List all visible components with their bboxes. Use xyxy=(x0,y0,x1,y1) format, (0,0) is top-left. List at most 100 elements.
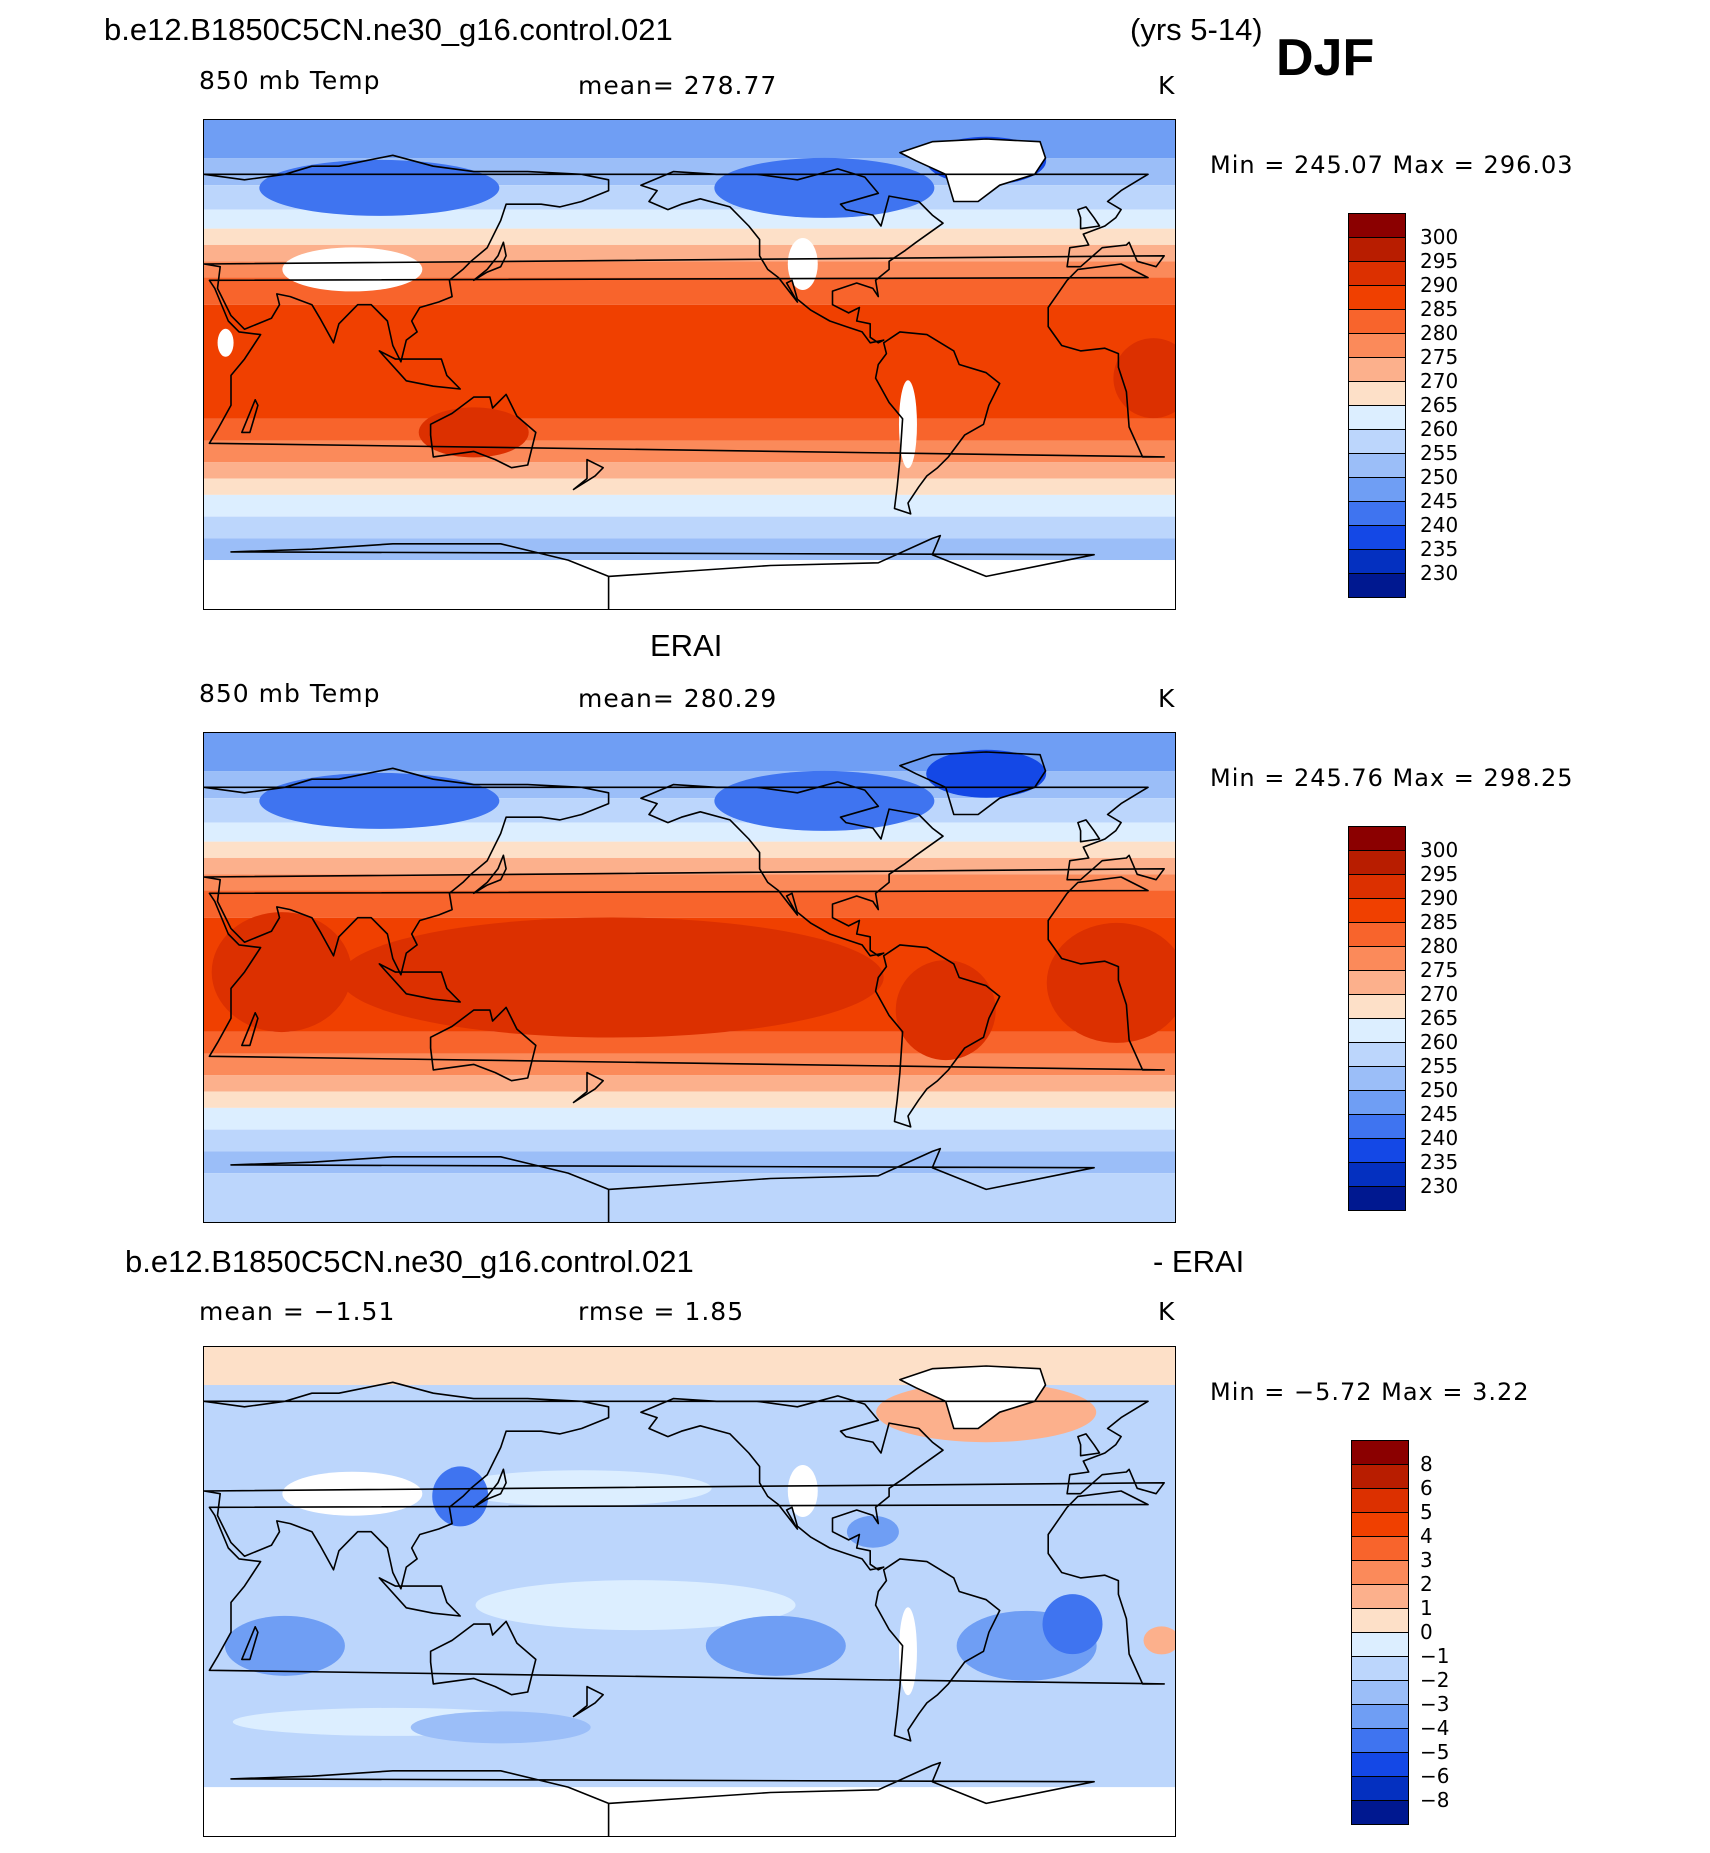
colorbar-box xyxy=(1351,1512,1409,1536)
temperature-band xyxy=(204,1173,1175,1222)
coastline xyxy=(208,1490,1166,1685)
colorbar-box xyxy=(1351,1632,1409,1656)
colorbar-tick-label: 280 xyxy=(1420,934,1459,958)
colorbar-tick-label: −5 xyxy=(1420,1740,1450,1764)
colorbar-tick-label: 240 xyxy=(1420,1126,1459,1150)
temperature-band xyxy=(204,478,1175,495)
colorbar-box xyxy=(1348,826,1406,850)
cold-region xyxy=(714,157,935,218)
case-name: b.e12.B1850C5CN.ne30_g16.control.021 xyxy=(104,12,673,47)
temperature-band xyxy=(204,890,1175,918)
coastline xyxy=(204,154,1166,363)
colorbar-tick-label: 230 xyxy=(1420,1174,1459,1198)
colorbar-tick-label: 290 xyxy=(1420,273,1459,297)
colorbar-box xyxy=(1351,1536,1409,1560)
coastline xyxy=(472,1468,507,1509)
temperature-band xyxy=(204,1107,1175,1130)
coastline xyxy=(572,1071,605,1104)
colorbar-box xyxy=(1348,501,1406,525)
colorbar-box xyxy=(1348,285,1406,309)
colorbar-box xyxy=(1348,261,1406,285)
coastline xyxy=(429,1006,537,1082)
temperature-band xyxy=(204,418,1175,441)
coastline xyxy=(640,168,944,344)
temperature-band xyxy=(204,538,1175,561)
panel1-mean-label: mean= 278.77 xyxy=(578,71,778,100)
colorbar-tick-label: 270 xyxy=(1420,982,1459,1006)
negative-anomaly xyxy=(1042,1594,1103,1655)
model-temperature-field xyxy=(204,120,1175,609)
colorbar-tick-label: 300 xyxy=(1420,225,1459,249)
colorbar-tick-label: 255 xyxy=(1420,441,1459,465)
negative-anomaly xyxy=(705,1615,846,1676)
panel2-title: ERAI xyxy=(650,628,723,663)
difference-map xyxy=(203,1346,1176,1837)
coastline xyxy=(899,751,1047,816)
coastline xyxy=(899,1365,1047,1430)
colorbar-box xyxy=(1351,1752,1409,1776)
colorbar-tick-label: 265 xyxy=(1420,393,1459,417)
temperature-band xyxy=(204,462,1175,479)
coastline xyxy=(240,398,259,434)
colorbar-box xyxy=(1348,477,1406,501)
cold-region xyxy=(926,749,1047,798)
colorbar-tick-label: 270 xyxy=(1420,369,1459,393)
negative-anomaly xyxy=(224,1615,345,1676)
colorbar-tick-label: 265 xyxy=(1420,1006,1459,1030)
colorbar-box xyxy=(1348,1042,1406,1066)
colorbar-box xyxy=(1348,309,1406,333)
colorbar-tick-label: 8 xyxy=(1420,1452,1433,1476)
coastline xyxy=(874,331,1001,515)
panel1-minmax: Min = 245.07 Max = 296.03 xyxy=(1210,151,1574,179)
negative-anomaly xyxy=(846,1515,899,1548)
coastline xyxy=(230,534,1095,609)
panel3-title-right: - ERAI xyxy=(1153,1244,1245,1279)
masked-topography xyxy=(787,237,818,290)
colorbar-tick-label: 285 xyxy=(1420,910,1459,934)
coastline xyxy=(230,1761,1095,1836)
colorbar-box xyxy=(1351,1440,1409,1464)
colorbar-box xyxy=(1351,1608,1409,1632)
panel3-mean-label: mean = −1.51 xyxy=(199,1297,396,1326)
coastline xyxy=(572,458,605,491)
colorbar-tick-label: 245 xyxy=(1420,489,1459,513)
colorbar-box xyxy=(1348,237,1406,261)
panel2-mean-label: mean= 280.29 xyxy=(578,684,778,713)
masked-topography xyxy=(898,1607,917,1696)
masked-topography xyxy=(217,328,234,357)
coastline xyxy=(204,1381,1166,1590)
coastline xyxy=(204,767,1166,976)
colorbar-tick-label: 0 xyxy=(1420,1620,1433,1644)
colorbar-box xyxy=(1348,1066,1406,1090)
temperature-band xyxy=(204,1053,1175,1076)
cold-region xyxy=(714,770,935,831)
colorbar-tick-label: 300 xyxy=(1420,838,1459,862)
colorbar-box xyxy=(1348,1018,1406,1042)
panel1-variable-label: 850 mb Temp xyxy=(199,66,381,95)
colorbar-box xyxy=(1351,1560,1409,1584)
colorbar-box xyxy=(1351,1584,1409,1608)
panel2-minmax: Min = 245.76 Max = 298.25 xyxy=(1210,764,1574,792)
colorbar-box xyxy=(1348,1162,1406,1186)
masked-topography xyxy=(899,1366,1046,1429)
colorbar-box xyxy=(1348,429,1406,453)
masked-topography xyxy=(787,1464,818,1517)
temperature-band xyxy=(204,857,1175,875)
colorbar-box xyxy=(1351,1800,1409,1825)
temperature-band xyxy=(204,494,1175,517)
colorbar-box xyxy=(1351,1728,1409,1752)
warm-pool xyxy=(418,407,529,458)
warm-pool xyxy=(895,960,996,1061)
panel3-colorbar xyxy=(1351,1440,1409,1825)
colorbar-box xyxy=(1348,573,1406,598)
temperature-band xyxy=(204,440,1175,463)
season-label: DJF xyxy=(1276,29,1375,87)
cold-region xyxy=(259,772,500,829)
colorbar-tick-label: 250 xyxy=(1420,1078,1459,1102)
colorbar-tick-label: 3 xyxy=(1420,1548,1433,1572)
colorbar-box xyxy=(1351,1656,1409,1680)
colorbar-box xyxy=(1348,1138,1406,1162)
coastline xyxy=(640,781,944,957)
coastline xyxy=(230,1147,1095,1222)
model-map xyxy=(203,119,1176,610)
